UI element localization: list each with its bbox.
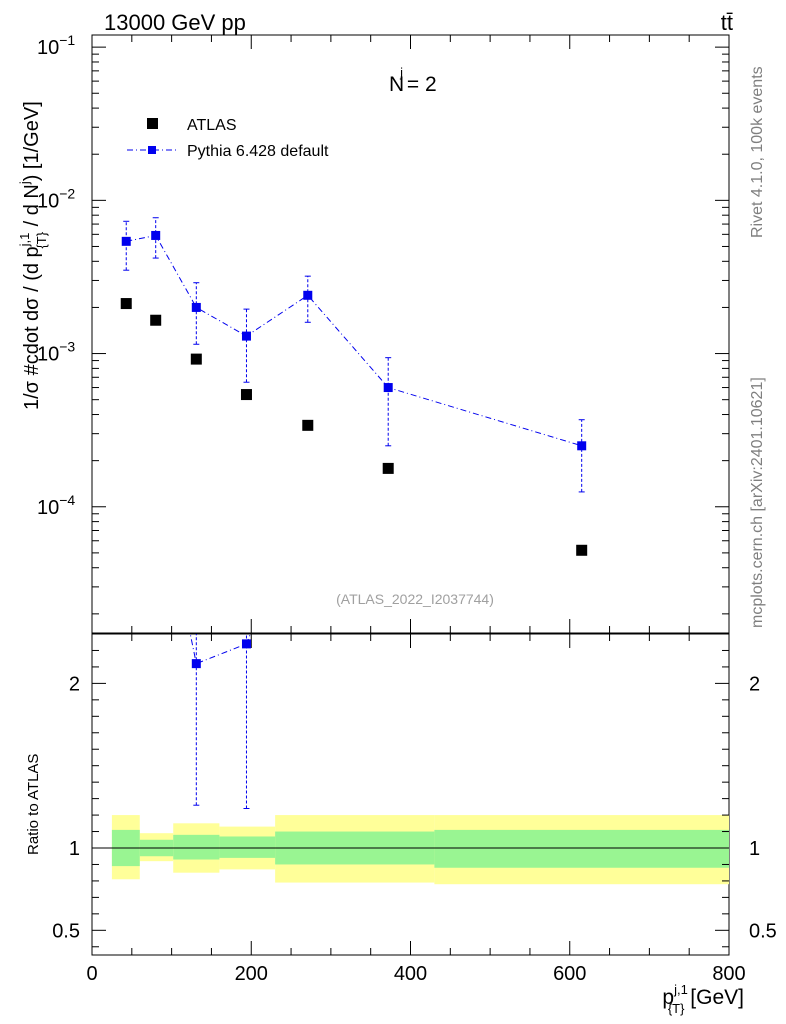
ratio-panel-frame <box>91 633 730 956</box>
atlas-point <box>240 389 252 401</box>
panel-title: Nj = 2 <box>389 65 437 96</box>
mc-point <box>151 230 161 240</box>
atlas-point <box>150 314 162 326</box>
main-y-tick-label: 10−3 <box>37 339 75 366</box>
mcplots-label: mcplots.cern.ch [arXiv:2401.10621] <box>749 377 766 628</box>
x-tick-label: 600 <box>553 963 586 985</box>
legend-atlas-label: ATLAS <box>187 117 237 134</box>
main-y-tick-label: 10−1 <box>37 32 75 59</box>
mc-point <box>303 290 313 300</box>
atlas-point <box>302 419 314 431</box>
ratio-y-tick-label-right: 1 <box>749 838 760 860</box>
atlas-point <box>382 462 394 474</box>
main-y-tick-label: 10−2 <box>37 185 75 212</box>
ratio-y-tick-label-right: 2 <box>749 673 760 695</box>
legend: ATLAS Pythia 6.428 default <box>127 117 329 160</box>
atlas-data-points <box>120 298 588 556</box>
mc-point <box>577 441 587 451</box>
ratio-mc-point <box>241 639 251 649</box>
x-tick-label: 400 <box>394 963 427 985</box>
ratio-uncertainty-bands <box>92 815 729 885</box>
x-tick-label: 200 <box>235 963 268 985</box>
ratio-axis-ticks: 0.5 0.5 1 1 2 2 0 200 400 600 800 <box>52 634 777 985</box>
ratio-y-tick-label-left: 1 <box>69 838 80 860</box>
ratio-mc-series <box>189 634 251 809</box>
atlas-point <box>120 298 132 310</box>
legend-atlas-marker <box>147 118 158 129</box>
ratio-y-tick-label-left: 0.5 <box>52 920 80 942</box>
ratio-y-tick-label-left: 2 <box>69 673 80 695</box>
ratio-band-inner <box>219 836 276 858</box>
atlas-point <box>190 353 202 365</box>
process-label: 13000 GeV pp <box>104 10 246 35</box>
main-y-tick-label: 10−4 <box>37 492 75 519</box>
main-axis-ticks: 10−1 10−2 10−3 10−4 <box>37 32 730 633</box>
analysis-label: (ATLAS_2022_I2037744) <box>336 591 494 607</box>
mc-series-points <box>121 217 587 493</box>
rivet-label: Rivet 4.1.0, 100k events <box>749 66 766 238</box>
x-tick-label: 800 <box>712 963 745 985</box>
mc-point <box>241 331 251 341</box>
mc-point <box>121 236 131 246</box>
ratio-mc-point <box>191 659 201 669</box>
final-state-label: tt̄ <box>721 10 733 35</box>
ratio-y-axis-label: Ratio to ATLAS <box>25 754 42 855</box>
mc-point <box>191 302 201 312</box>
x-axis-label: pj,1 {T} [GeV] <box>662 982 744 1016</box>
legend-mc-label: Pythia 6.428 default <box>187 143 329 160</box>
ratio-band-inner <box>434 829 729 868</box>
mc-connecting-line <box>126 234 582 447</box>
legend-mc-marker <box>148 146 156 154</box>
main-y-axis-label: 1/σ #cdot dσ / (d pj,1 {T} / d Nj) [1/GeV… <box>17 101 49 410</box>
ratio-y-tick-label-right: 0.5 <box>749 920 777 942</box>
mc-series-line <box>126 234 582 447</box>
ratio-band-inner <box>173 834 220 860</box>
mc-point <box>383 383 393 393</box>
atlas-point <box>576 544 588 556</box>
x-tick-label: 0 <box>86 963 97 985</box>
